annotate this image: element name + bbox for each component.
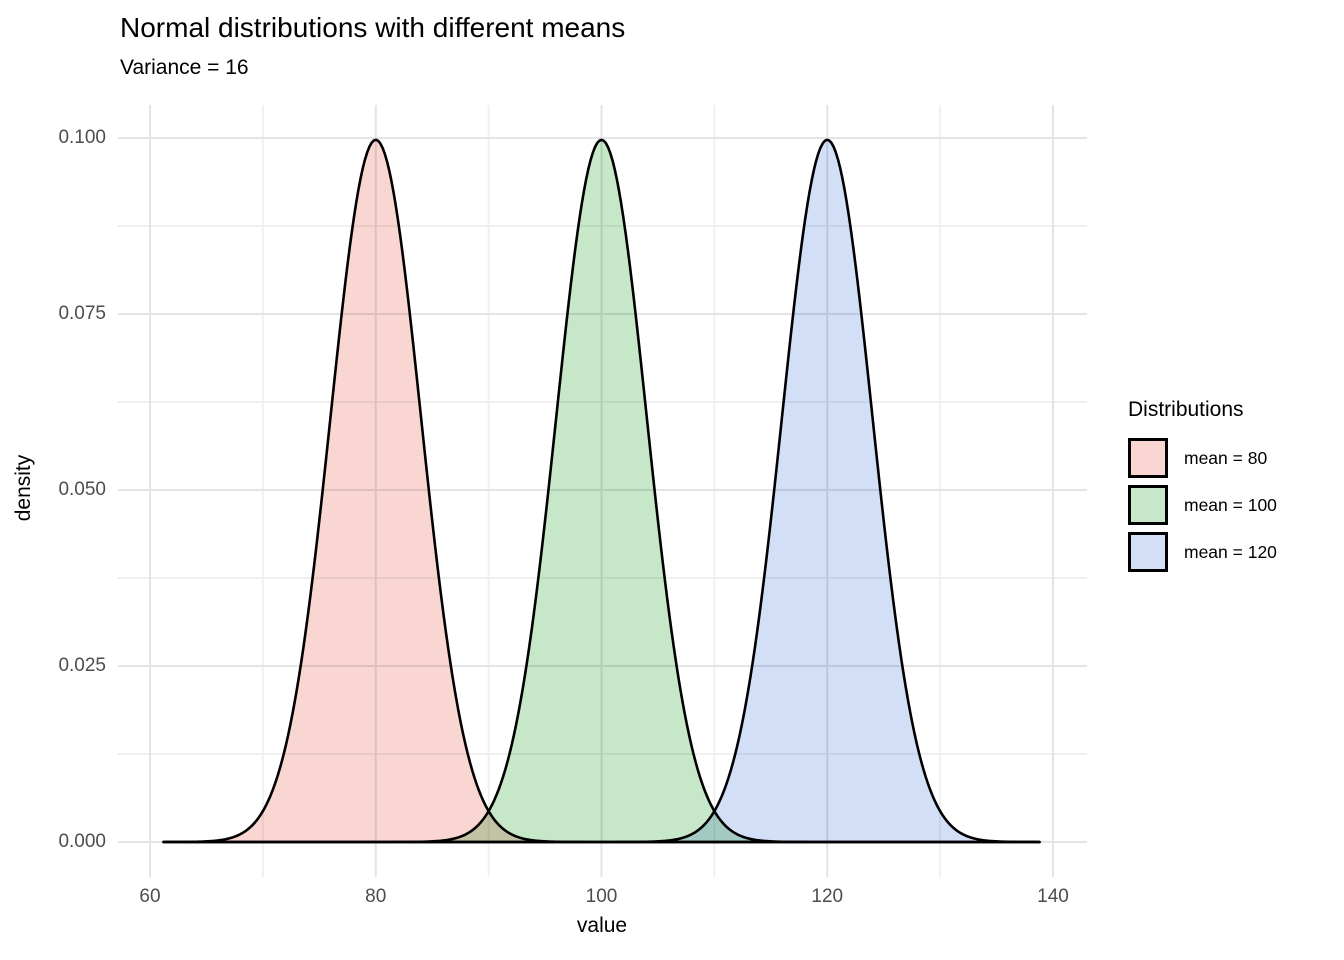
y-tick-label: 0.075 [58,303,106,324]
legend-item: mean = 100 [1128,485,1277,525]
legend: Distributions mean = 80 mean = 100 mean = … [1128,398,1277,572]
y-axis-title: density [12,454,35,522]
legend-item: mean = 80 [1128,438,1277,478]
chart-subtitle: Variance = 16 [120,56,249,79]
density-curve-mean-120 [162,138,1041,844]
legend-swatch [1128,532,1168,572]
x-tick-label: 100 [585,886,618,907]
legend-item: mean = 120 [1128,532,1277,572]
x-tick-label: 120 [811,886,844,907]
legend-swatch [1128,485,1168,525]
x-tick-label: 80 [365,886,387,907]
legend-label: mean = 120 [1184,541,1277,562]
chart-title: Normal distributions with different mean… [120,12,626,43]
legend-swatch [1128,438,1168,478]
legend-label: mean = 80 [1184,447,1268,468]
density-curves [162,138,1041,844]
legend-label: mean = 100 [1184,494,1277,515]
y-tick-label: 0.100 [58,127,106,148]
x-tick-label: 60 [139,886,161,907]
y-tick-label: 0.025 [58,655,106,676]
x-axis-title: value [576,914,628,937]
x-tick-label: 140 [1037,886,1069,907]
legend-title: Distributions [1128,398,1244,421]
y-tick-label: 0.050 [58,479,106,500]
y-tick-label: 0.000 [58,831,106,852]
legend-items: mean = 80 mean = 100 mean = 120 [1128,438,1277,572]
